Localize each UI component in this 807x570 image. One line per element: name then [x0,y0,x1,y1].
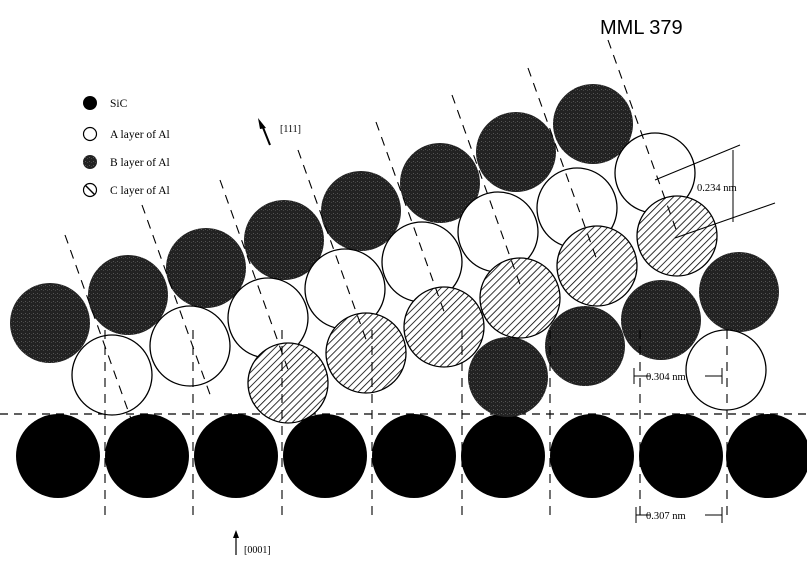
b-layer-atom [166,228,246,308]
legend-a-layer-label: A layer of Al [110,129,170,141]
atom-layer [10,84,807,498]
c-layer-atom [556,225,638,307]
b-layer-atom [553,84,633,164]
sic-spacing-dimension: 0.307 nm [635,507,723,523]
guide-lines [64,39,728,520]
layer-spacing-dimension: 0.234 nm [654,144,776,239]
sic-atom [16,414,100,498]
c-layer-atom [636,195,718,277]
al-direction-arrow: [111] [258,118,301,146]
figure-label: MML 379 [600,17,683,39]
sic-atom [726,414,807,498]
al-column-guide [297,149,369,346]
legend-a-layer-swatch [82,126,98,142]
c-layer-atom [247,342,329,424]
legend-sic-swatch [83,96,97,110]
legend-sic-label: SiC [110,98,128,110]
al-column-guide [451,94,523,291]
al-spacing-dimension: 0.304 nm [633,368,723,384]
c-layer-atom [479,257,561,339]
layer-spacing-label: 0.234 nm [697,183,737,194]
b-layer-atom [244,200,324,280]
sic-direction-label: [0001] [244,545,271,556]
b-layer-atom [321,171,401,251]
b-layer-atom [468,337,548,417]
sic-atom [639,414,723,498]
al-direction-label: [111] [280,124,301,135]
c-layer-atom [403,286,485,368]
legend: SiC A layer of Al B layer of Al C layer … [82,96,170,198]
al-column-guide [607,39,679,236]
b-layer-atom [699,252,779,332]
al-column-guide [527,67,599,264]
sic-atom [461,414,545,498]
b-layer-atom [476,112,556,192]
al-spacing-label: 0.304 nm [646,372,686,383]
sic-atom [194,414,278,498]
al-column-guide [64,234,136,431]
sic-atom [550,414,634,498]
b-layer-atom [88,255,168,335]
al-column-guide [375,121,447,318]
a-layer-atom [149,305,231,387]
al-column-guide [219,179,291,376]
sic-spacing-label: 0.307 nm [646,511,686,522]
b-layer-atom [10,283,90,363]
legend-b-layer-swatch [83,155,97,169]
a-layer-atom [71,334,153,416]
sic-atom [372,414,456,498]
legend-b-layer-label: B layer of Al [110,157,170,169]
c-layer-atom [325,312,407,394]
legend-c-layer-slash [85,185,95,195]
sic-atom [105,414,189,498]
al-column-guide [141,204,213,401]
sic-direction-arrow: [0001] [233,530,271,556]
legend-c-layer-label: C layer of Al [110,185,170,197]
b-layer-atom [545,306,625,386]
b-layer-atom [621,280,701,360]
sic-atom [283,414,367,498]
b-layer-atom [400,143,480,223]
a-layer-atom [685,329,767,411]
